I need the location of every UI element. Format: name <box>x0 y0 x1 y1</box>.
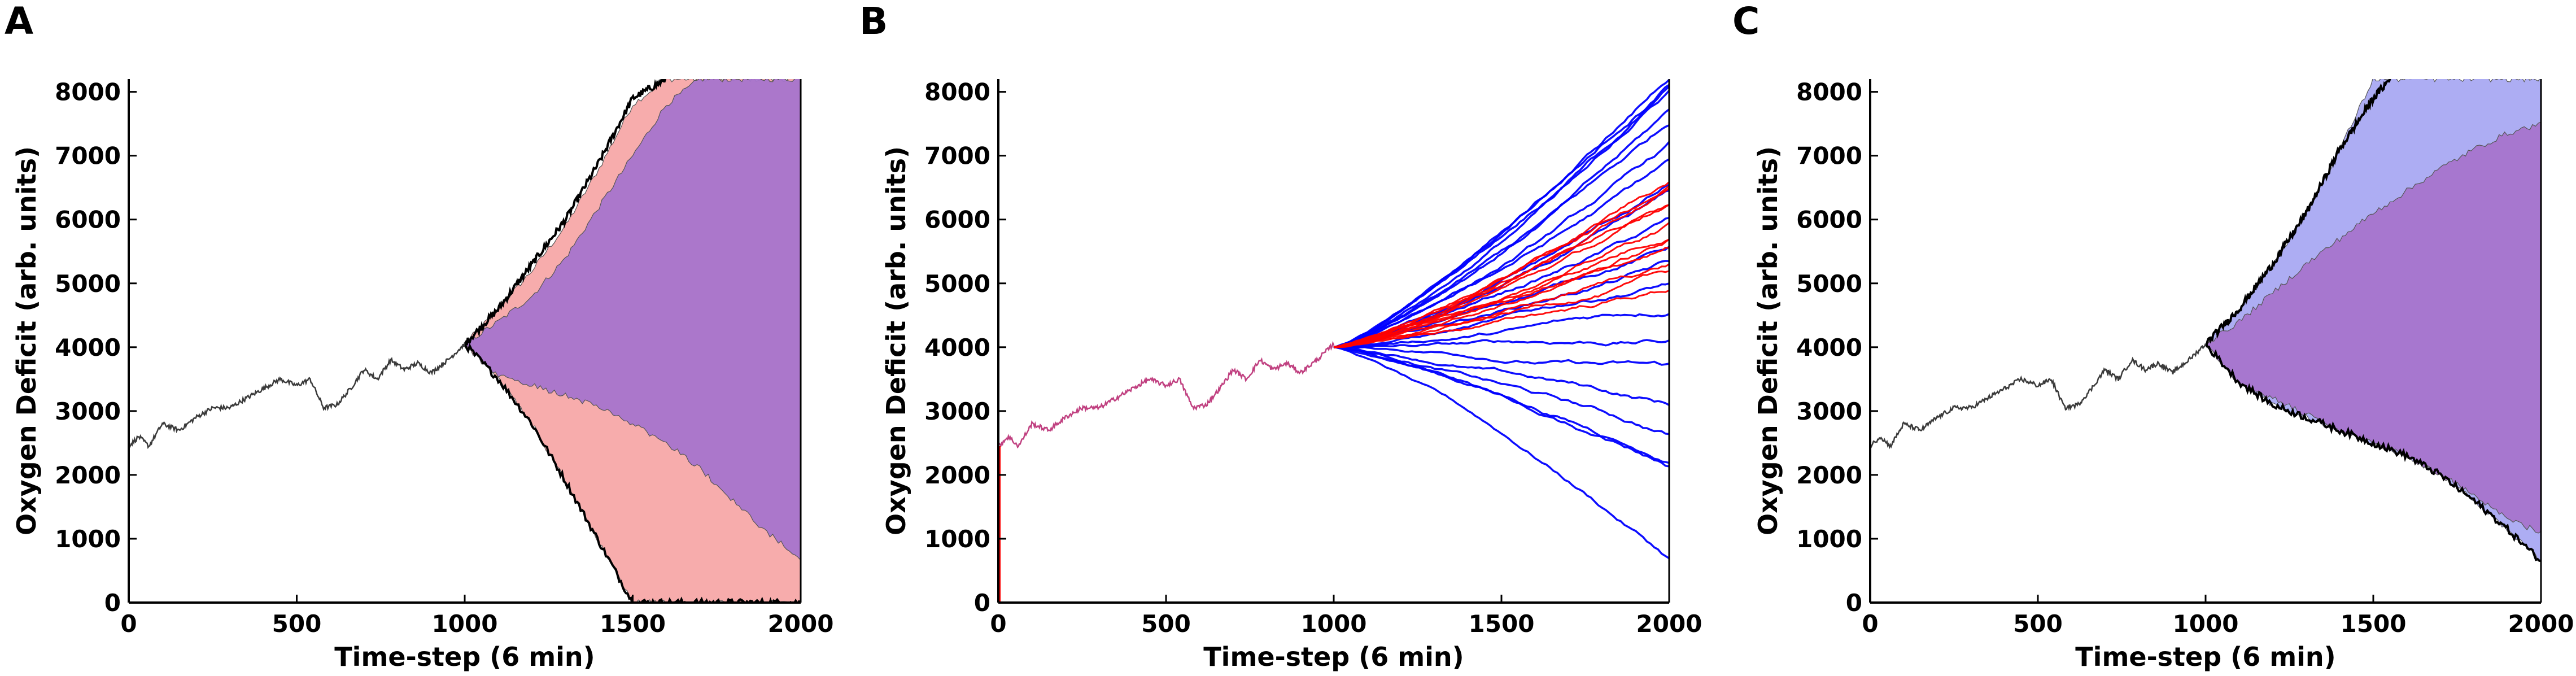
y-axis-label-c: Oxygen Deficit (arb. units) <box>1753 146 1783 535</box>
x-tick-label-a-4: 2000 <box>768 610 834 638</box>
trajectory-red-5 <box>1333 238 1669 348</box>
bound-line-c-0 <box>2204 79 2391 348</box>
x-tick-label-c-2: 1000 <box>2173 610 2239 638</box>
y-tick-label-b-7: 7000 <box>924 142 990 170</box>
y-tick-label-a-7: 7000 <box>55 142 121 170</box>
bound-line-a-0 <box>464 79 667 346</box>
trajectory-red-9 <box>1333 185 1669 348</box>
x-tick-label-b-2: 1000 <box>1301 610 1367 638</box>
x-tick-label-c-1: 500 <box>2013 610 2063 638</box>
x-tick-label-b-0: 0 <box>990 610 1006 638</box>
trajectory-blue-5 <box>1333 346 1669 366</box>
observed-line-b <box>998 341 1335 449</box>
trajectory-blue-6 <box>1333 339 1669 349</box>
plot-area-b: 0 500 1000 1500 2000 0 1000 2000 3000 4000 5000 600… <box>924 78 1702 638</box>
y-tick-label-b-8: 8000 <box>924 78 990 106</box>
y-tick-label-a-2: 2000 <box>55 461 121 489</box>
x-tick-label-a-0: 0 <box>120 610 137 638</box>
x-tick-label-c-4: 2000 <box>2508 610 2574 638</box>
panel-b: B 0 500 1000 1500 2000 0 1000 2000 3000 4000 5000 6… <box>859 0 1702 672</box>
plot-area-a: 0 500 1000 1500 2000 0 1000 2000 3000 4000 5000 600… <box>55 78 834 638</box>
x-tick-label-b-1: 500 <box>1141 610 1191 638</box>
x-tick-label-b-4: 2000 <box>1636 610 1702 638</box>
panel-a: A 0 500 1000 1500 2000 0 1000 2000 3000 4000 5000 6… <box>5 0 833 672</box>
x-axis-label-b: Time-step (6 min) <box>1203 642 1464 672</box>
y-tick-label-b-3: 3000 <box>924 398 990 425</box>
y-tick-label-a-1: 1000 <box>55 525 121 553</box>
y-tick-label-a-8: 8000 <box>55 78 121 106</box>
y-tick-label-c-5: 5000 <box>1796 270 1862 298</box>
y-tick-label-c-6: 6000 <box>1796 206 1862 234</box>
x-tick-label-c-0: 0 <box>1862 610 1878 638</box>
observed-line-c <box>1870 343 2207 450</box>
y-tick-label-a-0: 0 <box>104 589 121 617</box>
y-tick-label-a-5: 5000 <box>55 270 121 298</box>
y-axis-label-b: Oxygen Deficit (arb. units) <box>881 146 911 535</box>
y-tick-label-b-2: 2000 <box>924 461 990 489</box>
y-tick-label-a-4: 4000 <box>55 334 121 361</box>
y-tick-label-c-4: 4000 <box>1796 334 1862 361</box>
bound-line-a-1 <box>464 343 801 603</box>
panel-c: C 0 500 1000 1500 2000 0 1000 2000 3000 4000 5000 6… <box>1732 0 2574 672</box>
trajectory-blue-15 <box>1333 141 1669 348</box>
x-tick-label-a-2: 1000 <box>432 610 498 638</box>
panel-label-c: C <box>1732 0 1759 43</box>
y-tick-label-a-6: 6000 <box>55 206 121 234</box>
trajectory-red-0 <box>1333 289 1669 348</box>
trajectory-blue-0 <box>1333 346 1669 560</box>
x-tick-label-c-3: 1500 <box>2341 610 2407 638</box>
observed-line-a <box>129 342 466 450</box>
y-tick-label-c-3: 3000 <box>1796 398 1862 425</box>
trajectory-red-8 <box>1333 204 1669 348</box>
x-axis-label-a: Time-step (6 min) <box>334 642 595 672</box>
y-tick-label-b-1: 1000 <box>924 525 990 553</box>
y-tick-label-c-7: 7000 <box>1796 142 1862 170</box>
y-tick-label-c-8: 8000 <box>1796 78 1862 106</box>
y-tick-label-c-2: 2000 <box>1796 461 1862 489</box>
y-axis-label-a: Oxygen Deficit (arb. units) <box>11 146 42 535</box>
series-group-a <box>129 79 801 603</box>
trajectory-red-1 <box>1333 270 1669 348</box>
trajectory-blue-21 <box>1333 79 1669 348</box>
y-tick-label-c-1: 1000 <box>1796 525 1862 553</box>
x-tick-label-a-1: 500 <box>272 610 322 638</box>
trajectory-red-11 <box>1333 181 1669 348</box>
band-a-1 <box>464 79 801 561</box>
series-group-c <box>1870 79 2541 562</box>
y-tick-label-c-0: 0 <box>1846 589 1862 617</box>
trajectory-blue-7 <box>1333 313 1669 349</box>
x-tick-label-a-3: 1500 <box>600 610 666 638</box>
panel-label-a: A <box>5 0 33 43</box>
x-axis-label-c: Time-step (6 min) <box>2075 642 2335 672</box>
y-tick-label-b-5: 5000 <box>924 270 990 298</box>
trajectory-red-6 <box>1333 222 1669 348</box>
y-tick-label-b-0: 0 <box>974 589 990 617</box>
series-group-b <box>998 79 1669 603</box>
trajectory-blue-2 <box>1333 346 1669 468</box>
trajectory-blue-4 <box>1333 346 1669 406</box>
plot-area-c: 0 500 1000 1500 2000 0 1000 2000 3000 4000 5000 600… <box>1796 78 2574 638</box>
trajectory-blue-8 <box>1333 282 1669 348</box>
y-tick-label-b-4: 4000 <box>924 334 990 361</box>
x-tick-label-b-3: 1500 <box>1469 610 1535 638</box>
trajectory-blue-3 <box>1333 346 1669 435</box>
bound-line-c-1 <box>2204 343 2541 562</box>
y-tick-label-a-3: 3000 <box>55 398 121 425</box>
y-tick-label-b-6: 6000 <box>924 206 990 234</box>
trajectory-blue-1 <box>1333 346 1669 464</box>
panel-label-b: B <box>859 0 888 43</box>
trajectory-blue-17 <box>1333 108 1669 349</box>
